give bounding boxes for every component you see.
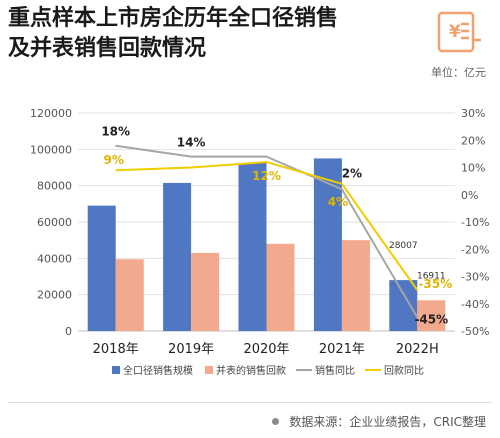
- data-label: 2%: [342, 166, 362, 180]
- x-tick-label: 2022H: [396, 342, 439, 357]
- bar-sales: [238, 162, 267, 331]
- legend-label: 销售同比: [315, 364, 355, 377]
- y-left-tick-label: 0: [65, 325, 72, 338]
- y-right-tick-label: -20%: [461, 243, 489, 256]
- line-point: [266, 156, 267, 158]
- y-left-tick-label: 80000: [37, 180, 72, 193]
- legend-label: 全口径销售规模: [123, 364, 193, 377]
- data-label: 16911: [417, 271, 446, 281]
- data-label: 9%: [104, 153, 124, 167]
- bar-sales: [163, 182, 192, 331]
- data-label: -35%: [418, 277, 452, 291]
- x-tick-label: 2019年: [168, 342, 214, 357]
- legend-label: 并表的销售回款: [216, 364, 286, 377]
- chart-title: 重点样本上市房企历年全口径销售 及并表销售回款情况: [8, 4, 338, 64]
- title-line-2: 及并表销售回款情况: [8, 36, 207, 61]
- y-right-tick-label: -40%: [461, 298, 489, 311]
- bar-sales: [87, 205, 116, 331]
- y-left-tick-label: 60000: [37, 216, 72, 229]
- bar-collection: [341, 240, 370, 331]
- y-right-tick-label: 0%: [461, 189, 478, 202]
- bar-collection: [191, 252, 220, 331]
- line-point: [190, 156, 192, 158]
- y-right-tick-label: 30%: [461, 107, 485, 120]
- yuan-document-icon: ¥: [437, 11, 481, 53]
- line-point: [341, 188, 343, 190]
- x-tick-label: 2020年: [243, 342, 289, 357]
- legend-label: 回款同比: [384, 364, 424, 377]
- legend-swatch: [112, 366, 120, 374]
- chart-canvas: 0 20000 40000 60000 80000 100000 120000 30% 20% 1…: [30, 107, 489, 377]
- unit-label: 单位：亿元: [431, 66, 486, 79]
- bar-sales: [389, 280, 418, 331]
- source-note: 数据来源：企业业绩报告，CRIC整理: [272, 413, 486, 430]
- y-left-tick-label: 20000: [37, 289, 72, 302]
- source-text: 数据来源：企业业绩报告，CRIC整理: [289, 415, 486, 429]
- data-label: 12%: [252, 169, 281, 183]
- x-tick-label: 2018年: [93, 342, 139, 357]
- line-point: [115, 145, 117, 147]
- bar-collection: [115, 259, 144, 331]
- line-point: [416, 289, 418, 291]
- line-point: [115, 169, 117, 171]
- x-tick-label: 2021年: [319, 342, 365, 357]
- line-point: [341, 183, 343, 185]
- line-point: [190, 167, 192, 168]
- bullet-dot-icon: [272, 418, 280, 425]
- data-label: 28007: [389, 241, 418, 251]
- y-left-tick-label: 120000: [30, 107, 72, 120]
- footer-divider: [8, 402, 492, 403]
- y-right-tick-label: 10%: [461, 162, 485, 175]
- y-right-tick-label: -50%: [461, 325, 489, 338]
- line-point: [416, 316, 418, 318]
- data-label: 18%: [101, 125, 130, 139]
- bar-collection: [417, 300, 446, 331]
- svg-text:¥: ¥: [449, 22, 461, 42]
- data-label: 4%: [328, 195, 348, 209]
- line-point: [266, 161, 267, 163]
- y-left-tick-label: 100000: [30, 143, 72, 156]
- legend-swatch: [205, 366, 213, 374]
- y-right-tick-label: 20%: [461, 134, 485, 147]
- bar-collection: [266, 243, 295, 331]
- data-label: -45%: [414, 312, 448, 326]
- y-right-tick-label: -10%: [461, 216, 489, 229]
- title-line-1: 重点样本上市房企历年全口径销售: [8, 6, 339, 31]
- y-right-tick-label: -30%: [461, 271, 489, 284]
- y-left-tick-label: 40000: [37, 252, 72, 265]
- data-label: 14%: [177, 136, 206, 150]
